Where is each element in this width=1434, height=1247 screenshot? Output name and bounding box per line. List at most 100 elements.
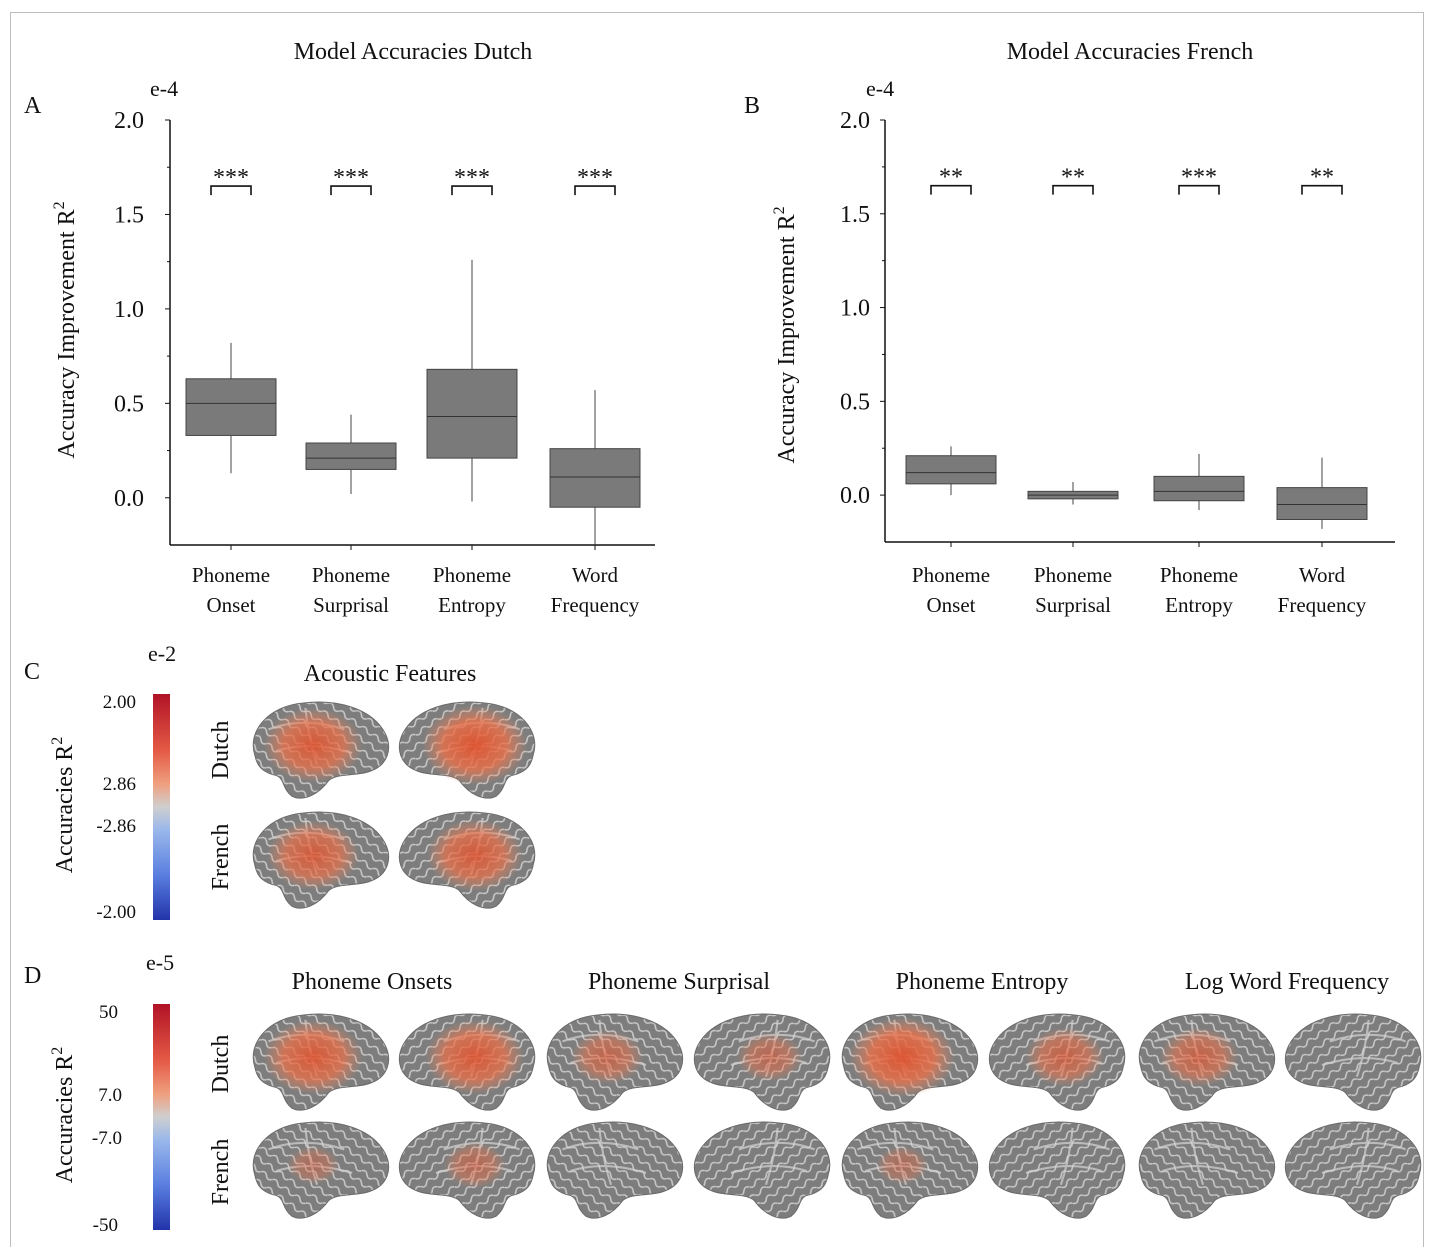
panel-a-category-label: Phoneme xyxy=(433,563,511,587)
panel-a: A Model Accuracies Dutch e-4 Accuracy Im… xyxy=(24,39,655,617)
brain-d-dutch-1 xyxy=(398,1013,536,1111)
panel-b-category-label: Entropy xyxy=(1165,593,1233,617)
panel-a-sig-label: *** xyxy=(454,165,490,191)
panel-a-box xyxy=(426,368,518,459)
panel-c-tick-bottom: -2.00 xyxy=(96,902,136,923)
panel-b-sig-bracket xyxy=(1178,184,1220,195)
figure-frame xyxy=(10,12,1424,1247)
brain-c-dutch-left xyxy=(252,701,390,799)
panel-a-plot: 0.0 0.5 1.0 1.5 2.0 *** Phoneme Onset *** Phoneme… xyxy=(114,108,655,617)
panel-a-ytick-label: 1.0 xyxy=(114,297,144,323)
brain-d-dutch-0 xyxy=(252,1013,390,1111)
panel-b-ylabel: Accuracy Improvement R xyxy=(774,214,800,463)
panel-b-category-label: Word xyxy=(1299,563,1346,587)
panel-b-category-label: Frequency xyxy=(1278,593,1367,617)
brain-sulci xyxy=(1154,1127,1239,1186)
panel-b-sig-bracket xyxy=(1052,184,1094,195)
panel-a-category-label: Phoneme xyxy=(312,563,390,587)
panel-c-row-dutch: Dutch xyxy=(208,721,234,780)
panel-d-title-onsets: Phoneme Onsets xyxy=(292,969,453,995)
panel-d-row-dutch: Dutch xyxy=(208,1035,234,1094)
activation-blob xyxy=(266,820,360,890)
panel-b-category-label: Phoneme xyxy=(1160,563,1238,587)
brain-d-french-7 xyxy=(1284,1121,1422,1219)
panel-a-title: Model Accuracies Dutch xyxy=(294,39,533,65)
panel-d-colorbar-sup: 2 xyxy=(49,1047,66,1055)
svg-text:Accuracy Improvement R2: Accuracy Improvement R2 xyxy=(771,206,800,463)
brain-d-french-5 xyxy=(988,1121,1126,1219)
panel-a-scale-label: e-4 xyxy=(150,76,178,101)
panel-d-title-surprisal: Phoneme Surprisal xyxy=(588,969,770,995)
brain-sulci xyxy=(1321,1127,1406,1186)
activation-blob xyxy=(286,1145,340,1185)
activation-blob xyxy=(443,1141,507,1189)
panel-c-tick-top: 2.00 xyxy=(103,692,136,713)
panel-c-colorbar-label: Accuracies R xyxy=(52,745,78,874)
panel-d-tick-upper: 7.0 xyxy=(98,1085,122,1106)
panel-a-ylabel: Accuracy Improvement R xyxy=(54,209,80,458)
brain-surface xyxy=(693,1121,831,1219)
panel-c-tick-lower: -2.86 xyxy=(96,816,136,837)
activation-blob xyxy=(875,1145,929,1185)
panel-b-ytick-label: 2.0 xyxy=(840,108,870,134)
brain-sulci xyxy=(562,1127,647,1186)
panel-b-sig-label: ** xyxy=(939,165,963,191)
panel-d: D e-5 50 7.0 -7.0 -50 Accuracies R2 Phon… xyxy=(24,950,1422,1236)
panel-a-box xyxy=(305,442,397,470)
activation-blob xyxy=(849,1017,956,1098)
panel-d-title-wordfreq: Log Word Frequency xyxy=(1185,969,1389,995)
panel-b-label: B xyxy=(744,93,760,119)
panel-d-colorbar-title: Accuracies R2 xyxy=(49,1047,78,1184)
panel-b-sig-label: ** xyxy=(1310,165,1334,191)
panel-a-box xyxy=(549,448,641,508)
panel-c-tick-upper: 2.86 xyxy=(103,774,136,795)
panel-b-ylabel-sup: 2 xyxy=(771,206,788,214)
brain-d-french-1 xyxy=(398,1121,536,1219)
panel-b-plot: 0.0 0.5 1.0 1.5 2.0 ** Phoneme Onset ** Phoneme Su… xyxy=(840,108,1395,617)
panel-d-scale-label: e-5 xyxy=(146,950,174,975)
panel-a-ytick-label: 2.0 xyxy=(114,108,144,134)
panel-b-category-label: Surprisal xyxy=(1035,593,1111,617)
panel-b-sig-label: ** xyxy=(1061,165,1085,191)
panel-b-box xyxy=(905,455,997,485)
brain-d-dutch-7 xyxy=(1284,1013,1422,1111)
svg-text:Accuracies R2: Accuracies R2 xyxy=(49,737,78,874)
brain-sulci xyxy=(1025,1127,1110,1186)
panel-d-brains xyxy=(252,1013,1422,1219)
panel-a-category-label: Entropy xyxy=(438,593,506,617)
panel-d-colorbar xyxy=(153,1004,170,1230)
panel-a-category-label: Frequency xyxy=(551,593,640,617)
brain-d-dutch-4 xyxy=(841,1013,979,1111)
activation-blob xyxy=(263,707,363,783)
panel-c-scale-label: e-2 xyxy=(148,641,176,666)
brain-d-dutch-3 xyxy=(693,1013,831,1111)
panel-a-sig-bracket xyxy=(210,185,252,196)
panel-c-brains xyxy=(252,701,536,909)
brain-surface xyxy=(1284,1013,1422,1111)
panel-a-sig-bracket xyxy=(574,185,616,196)
panel-b-ytick-label: 1.0 xyxy=(840,296,870,322)
panel-a-ytick-label: 0.0 xyxy=(114,486,144,512)
panel-d-tick-bottom: -50 xyxy=(93,1215,118,1236)
activation-blob xyxy=(426,819,523,892)
panel-c: C e-2 2.00 2.86 -2.86 -2.00 Accuracies R… xyxy=(24,641,536,923)
brain-c-french-left xyxy=(252,811,390,909)
brain-c-dutch-right xyxy=(398,701,536,799)
panel-d-title-entropy: Phoneme Entropy xyxy=(896,969,1069,995)
activation-blob xyxy=(736,1032,803,1082)
panel-a-ylabel-sup: 2 xyxy=(51,201,68,209)
panel-a-sig-label: *** xyxy=(333,165,369,191)
panel-a-sig-label: *** xyxy=(577,165,613,191)
panel-a-category-label: Onset xyxy=(207,593,256,617)
panel-a-category-label: Surprisal xyxy=(313,593,389,617)
panel-b-sig-bracket xyxy=(1301,184,1343,195)
panel-b-box xyxy=(1276,487,1368,520)
brain-d-french-2 xyxy=(546,1121,684,1219)
brain-surface xyxy=(1284,1121,1422,1219)
brain-sulci xyxy=(730,1127,815,1186)
panel-d-row-french: French xyxy=(208,1139,234,1206)
activation-blob xyxy=(570,1029,644,1085)
panel-d-colorbar-label: Accuracies R xyxy=(52,1055,78,1184)
panel-b-scale-label: e-4 xyxy=(866,76,894,101)
